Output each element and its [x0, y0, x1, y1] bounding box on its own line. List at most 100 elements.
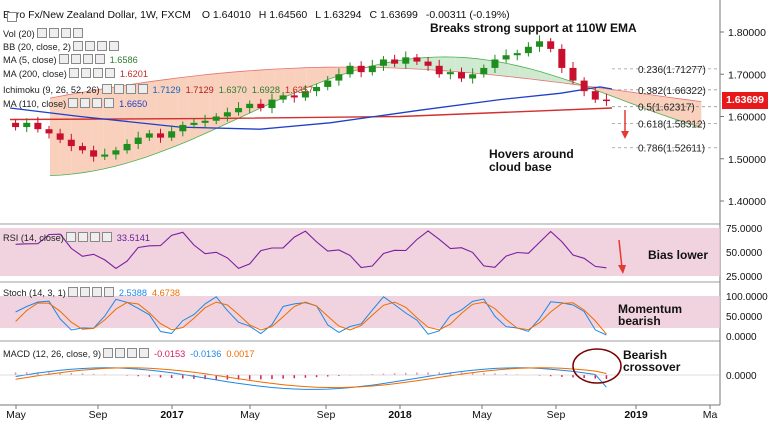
candle-body: [290, 95, 298, 98]
rsi-tick-label: 25.0000: [726, 272, 763, 283]
macd-signal-line: [15, 367, 607, 389]
time-tick-label: May: [6, 409, 27, 421]
candle-body: [101, 154, 109, 157]
annotation-cloud-base: Hovers around cloud base: [489, 147, 574, 174]
ichimoku-cloud-segment: [124, 83, 136, 164]
crossover-highlight: [572, 348, 622, 384]
candle-body: [279, 95, 287, 100]
candle-body: [536, 41, 544, 47]
ichimoku-cloud-segment: [295, 67, 307, 93]
rsi-line: [15, 230, 607, 270]
fib-level-label: 0.618(1.58312): [638, 120, 706, 131]
ichimoku-cloud-segment: [316, 67, 328, 84]
candle-body: [580, 80, 588, 92]
ichimoku-cloud-segment: [71, 92, 83, 175]
ichimoku-cloud-segment: [615, 90, 627, 102]
ichimoku-cloud-segment: [82, 90, 93, 173]
candle-body: [56, 133, 64, 140]
fib-level-label: 0.236(1.71277): [638, 65, 706, 76]
candle-body: [402, 57, 410, 64]
macd-line: [15, 367, 607, 390]
indicator-ichimoku[interactable]: Ichimoku (9, 26, 52, 26) 1.7129 1.7129 1.63…: [3, 84, 314, 95]
time-tick-label: Sep: [89, 409, 108, 421]
ichimoku-cloud-segment: [551, 75, 563, 83]
candle-body: [313, 86, 321, 92]
ichimoku-cloud-segment: [509, 63, 520, 78]
chart-header: Euro Fx/New Zealand Dollar, 1W, FXCM O 1…: [3, 9, 515, 21]
candle-body: [157, 133, 164, 138]
candle-body: [391, 59, 399, 64]
rsi-legend[interactable]: RSI (14, close) 33.5141: [3, 232, 150, 243]
price-tick-label: 1.50000: [728, 154, 766, 166]
candle-body: [558, 48, 566, 68]
ichimoku-cloud-segment: [306, 67, 317, 88]
bias-arrow-head: [618, 265, 626, 274]
ichimoku-cloud-segment: [284, 68, 296, 97]
candle-body: [324, 80, 332, 87]
price-tick-label: 1.70000: [728, 69, 766, 81]
indicator-ma5[interactable]: MA (5, close) 1.6586: [3, 54, 138, 65]
ichimoku-cloud-segment: [231, 71, 243, 122]
ichimoku-cloud-segment: [530, 68, 542, 81]
candle-body: [424, 61, 432, 66]
candle-body: [413, 57, 421, 62]
macd-legend[interactable]: MACD (12, 26, close, 9) -0.0153 -0.0136 0.0…: [3, 348, 255, 359]
ichimoku-cloud-segment: [114, 85, 125, 167]
candle-body: [190, 122, 198, 125]
stoch-legend[interactable]: Stoch (14, 3, 1) 2.5388 4.6738: [3, 287, 181, 298]
time-tick-label: May: [472, 409, 493, 421]
ichimoku-cloud-segment: [637, 92, 648, 110]
time-tick-label: Sep: [317, 409, 336, 421]
fib-level-label: 0.786(1.52611): [638, 144, 705, 155]
symbol-title: Euro Fx/New Zealand Dollar, 1W, FXCM: [3, 9, 191, 21]
candle-body: [379, 59, 387, 66]
candle-body: [335, 74, 343, 81]
ichimoku-cloud-segment: [445, 56, 456, 72]
candle-body: [201, 120, 209, 123]
price-tick-label: 1.80000: [728, 27, 766, 39]
time-tick-label: 2019: [624, 409, 648, 421]
annotation-breaks-support: Breaks strong support at 110W EMA: [430, 21, 637, 35]
ohlc-low: L 1.63294: [315, 9, 362, 21]
ichimoku-cloud-segment: [199, 74, 211, 137]
ichimoku-cloud-segment: [455, 57, 467, 73]
collapse-toggle[interactable]: [7, 12, 17, 22]
ema110-line: [9, 86, 613, 130]
price-tick-label: 1.60000: [728, 112, 766, 124]
price-tick-label: 1.40000: [728, 196, 766, 208]
candle-body: [45, 129, 53, 134]
ichimoku-cloud-segment: [210, 73, 221, 132]
indicator-bb[interactable]: BB (20, close, 2): [3, 41, 119, 52]
rsi-band: [0, 228, 720, 276]
fib-level-label: 0.5(1.62317): [638, 103, 695, 114]
ohlc-change: -0.00311 (-0.19%): [425, 9, 510, 21]
indicator-ema110[interactable]: MA (110, close) 1.6650: [3, 98, 148, 109]
candle-body: [480, 67, 488, 75]
rsi-tick-label: 75.0000: [726, 224, 763, 235]
candle-body: [458, 72, 465, 79]
time-tick-label: Sep: [547, 409, 566, 421]
ichimoku-cloud-segment: [594, 87, 606, 94]
candle-body: [524, 46, 532, 54]
indicator-volume[interactable]: Vol (20): [3, 28, 83, 39]
candle-body: [90, 150, 98, 157]
ichimoku-cloud-segment: [338, 67, 349, 76]
candle-body: [491, 59, 499, 68]
ichimoku-cloud-segment: [626, 91, 638, 106]
time-tick-label: Ma: [703, 409, 718, 421]
candle-body: [591, 91, 599, 100]
fib-level-label: 0.382(1.66322): [638, 86, 706, 97]
ichimoku-cloud-segment: [647, 94, 659, 114]
candle-body: [513, 53, 521, 56]
candle-body: [123, 143, 131, 151]
candle-body: [502, 55, 510, 60]
candle-body: [235, 108, 243, 113]
ichimoku-cloud-segment: [562, 78, 574, 85]
candle-body: [569, 67, 577, 81]
indicator-ma200[interactable]: MA (200, close) 1.6201: [3, 68, 148, 79]
candle-body: [368, 65, 376, 73]
candle-body: [547, 41, 555, 49]
last-price-badge: 1.63699: [722, 92, 768, 109]
candle-body: [112, 150, 120, 155]
ichimoku-cloud-segment: [658, 95, 670, 118]
